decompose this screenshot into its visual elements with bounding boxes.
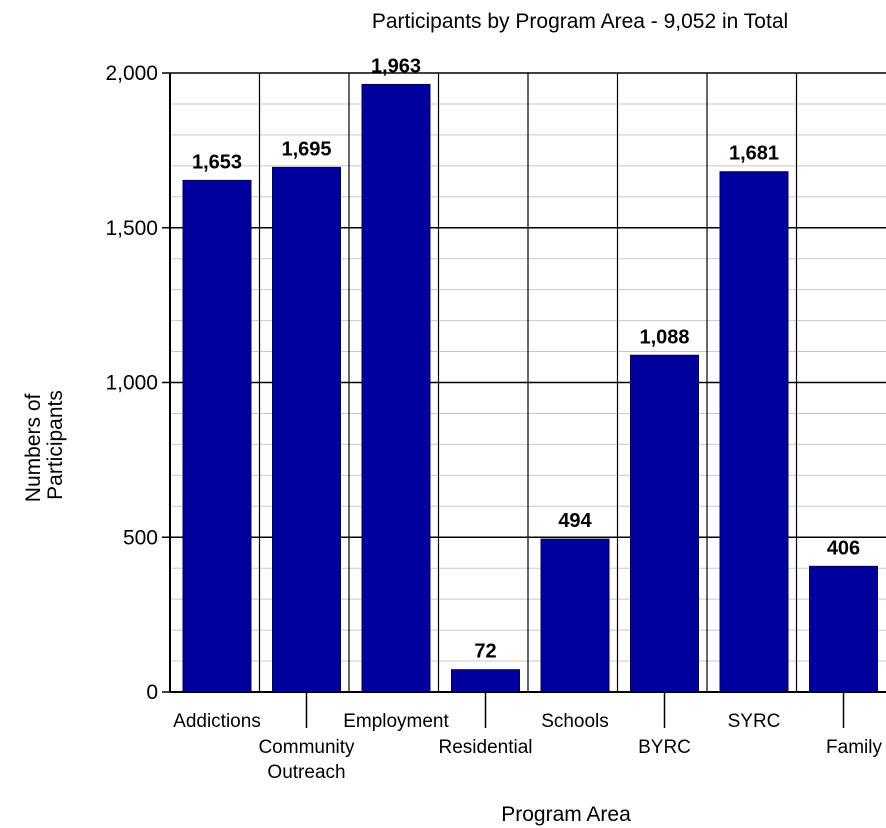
- x-tick-label: Family: [826, 737, 882, 758]
- y-tick-label: 500: [123, 526, 158, 549]
- data-labels: 1,653 1,695 1,963 72 494 1,088 1,681 406: [192, 55, 860, 662]
- x-axis-label: Program Area: [501, 803, 631, 826]
- y-tick-label: 0: [146, 681, 158, 704]
- data-label: 1,681: [729, 143, 779, 165]
- x-tick-label: Schools: [541, 711, 609, 732]
- data-label: 1,695: [281, 138, 331, 160]
- x-tick-label: SYRC: [728, 711, 781, 732]
- bar: [719, 171, 789, 693]
- x-tick-label: Employment: [343, 711, 449, 732]
- bar: [630, 354, 699, 693]
- y-tick-labels: 0 500 1,000 1,500 2,000: [105, 62, 158, 704]
- data-label: 1,963: [371, 55, 421, 77]
- data-label: 1,088: [639, 326, 689, 348]
- bar: [451, 669, 520, 693]
- x-tick-labels: Addictions Community Outreach Employment Res…: [173, 711, 882, 783]
- y-tick-label: 1,000: [105, 372, 158, 395]
- x-tick-label: BYRC: [638, 737, 691, 758]
- x-tick-label: Outreach: [267, 762, 345, 783]
- data-label: 406: [827, 537, 860, 559]
- bar: [272, 166, 341, 693]
- bar: [182, 179, 252, 693]
- bars: [182, 83, 878, 693]
- axes: [162, 72, 886, 728]
- data-label: 1,653: [192, 151, 242, 173]
- chart-title: Participants by Program Area - 9,052 in …: [372, 10, 788, 33]
- x-tick-label: Community: [258, 737, 355, 758]
- bar: [361, 83, 431, 693]
- data-label: 494: [558, 510, 592, 532]
- x-tick-label: Addictions: [173, 711, 261, 732]
- y-tick-label: 1,500: [105, 217, 158, 240]
- y-tick-label: 2,000: [105, 62, 158, 85]
- data-label: 72: [474, 641, 496, 663]
- x-tick-label: Residential: [439, 737, 533, 758]
- bar: [809, 565, 878, 693]
- bar: [540, 538, 610, 693]
- y-axis-label-line-2: Participants: [44, 390, 67, 500]
- y-axis-label-line-1: Numbers of: [22, 393, 45, 502]
- y-axis-label: Numbers of Participants: [22, 388, 67, 502]
